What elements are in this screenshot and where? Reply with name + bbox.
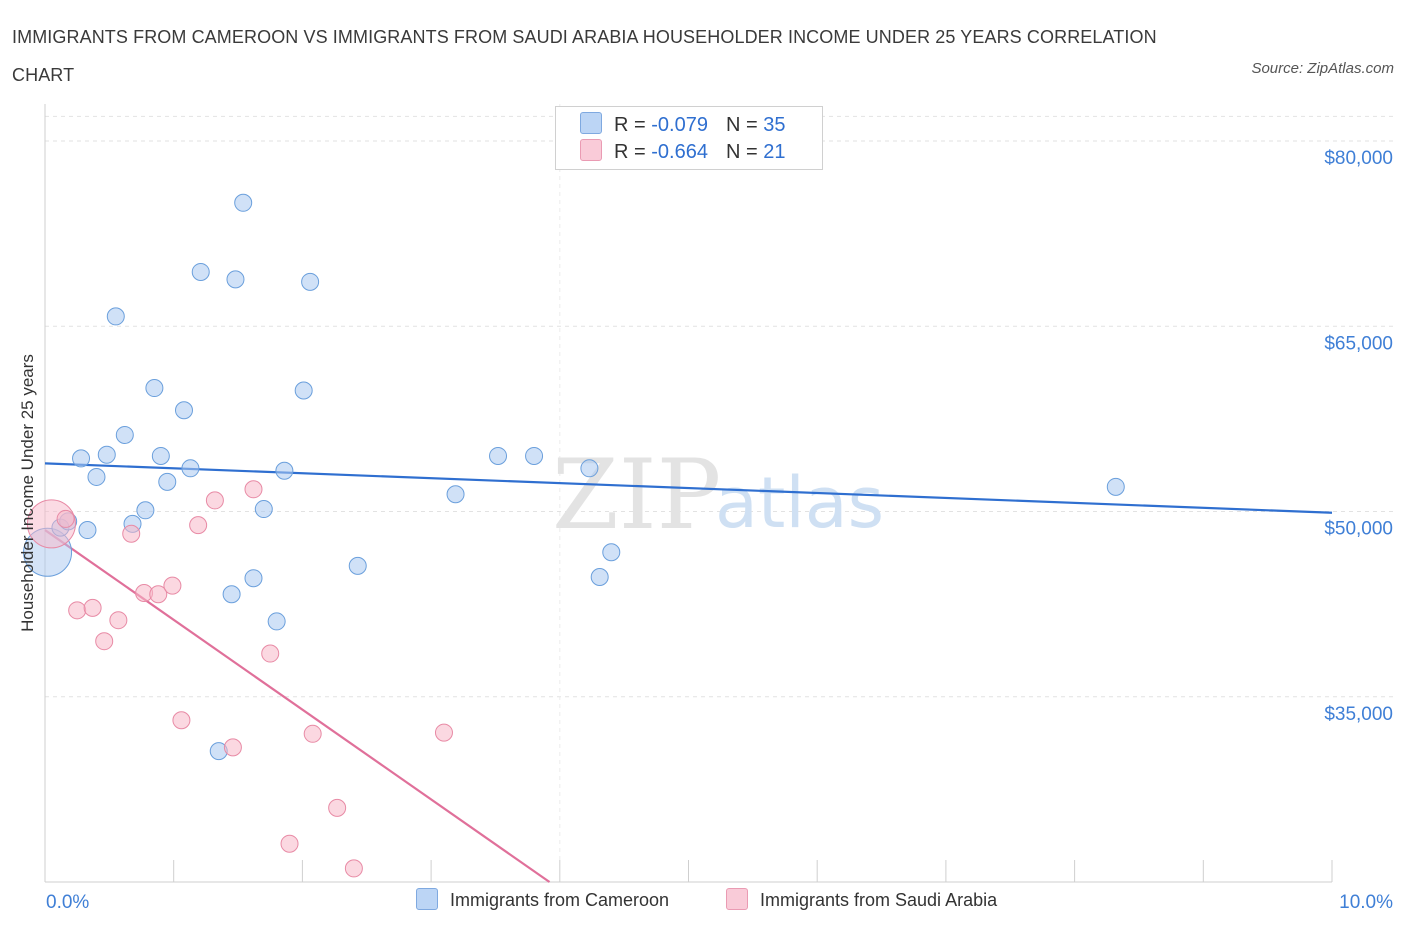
cameroon-point [136,501,155,520]
cameroon-point [301,272,320,291]
watermark: ZIP atlas [552,439,884,551]
cameroon-point [267,612,286,631]
saudi-point [344,859,363,878]
cameroon-point [115,425,134,444]
cameroon-point [525,446,544,465]
legend-row-cameroon: R = -0.079 N = 35 [580,112,785,138]
saudi-swatch [726,888,748,910]
y-tick-label: $50,000 [1324,519,1393,540]
x-tick-labels: 0.0% 10.0% [46,892,1393,913]
cameroon-point [158,472,177,491]
cameroon-point [191,262,210,281]
y-tick-label: $80,000 [1324,148,1393,169]
stats-legend: R = -0.079 N = 35 R = -0.664 N = 21 [555,106,823,170]
cameroon-point [106,307,125,326]
saudi-point [149,585,168,604]
saudi-point [303,724,322,743]
cameroon-point [181,459,200,478]
saudi-trend-line [44,529,551,883]
cameroon-point [72,449,91,468]
cameroon-swatch [580,112,602,134]
source-label: Source: ZipAtlas.com [1251,60,1394,77]
saudi-point [163,576,182,595]
trend-lines [44,462,1333,883]
cameroon-point [1106,477,1125,496]
saudi-point [261,644,280,663]
legend-item-cameroon[interactable]: Immigrants from Cameroon [416,888,669,911]
legend-label-saudi: Immigrants from Saudi Arabia [760,890,998,910]
saudi-swatch [580,139,602,161]
cameroon-point [174,401,193,420]
n-label: N = [725,114,764,136]
cameroon-point [446,485,465,504]
cameroon-point [580,459,599,478]
r-label: R = [614,141,652,163]
saudi-point [56,509,75,528]
cameroon-point [244,569,263,588]
cameroon-point [294,381,313,400]
saudi-point [244,480,263,499]
watermark-zip: ZIP [552,439,721,551]
saudi-point [205,491,224,510]
y-tick-label: $65,000 [1324,333,1393,354]
n-value: 21 [763,141,786,163]
saudi-point [83,598,102,617]
n-value: 35 [763,114,786,136]
data-points [23,193,1125,878]
saudi-point [280,834,299,853]
cameroon-swatch [416,888,438,910]
cameroon-point [151,446,170,465]
n-label: N = [725,141,764,163]
x-axis-ticks [44,860,1333,882]
saudi-point [434,723,453,742]
legend-item-saudi[interactable]: Immigrants from Saudi Arabia [726,888,997,911]
cameroon-point [275,461,294,480]
cameroon-point [87,467,106,486]
cameroon-point [254,500,273,519]
saudi-point [122,524,141,543]
y-tick-label: $35,000 [1324,704,1393,725]
legend-label-cameroon: Immigrants from Cameroon [450,890,670,910]
saudi-point [109,611,128,630]
y-tick-labels: $35,000 $50,000 $65,000 $80,000 [1324,148,1393,725]
r-label: R = [614,114,652,136]
saudi-point [189,516,208,535]
cameroon-trend-line [44,462,1333,514]
cameroon-point [348,556,367,575]
saudi-point [68,601,87,620]
saudi-point [95,632,114,651]
chart-title: IMMIGRANTS FROM CAMEROON VS IMMIGRANTS F… [12,27,1157,85]
legend-row-saudi: R = -0.664 N = 21 [580,139,785,165]
cameroon-point [590,567,609,586]
cameroon-point [222,585,241,604]
r-value: -0.664 [651,141,708,163]
cameroon-point [234,193,253,212]
x-tick-label: 10.0% [1339,892,1393,913]
cameroon-point [226,270,245,289]
x-tick-label: 0.0% [46,892,89,913]
cameroon-point [78,521,97,540]
saudi-point [328,798,347,817]
cameroon-point [489,446,508,465]
cameroon-point [97,445,116,464]
watermark-atlas: atlas [715,462,884,544]
cameroon-point [145,379,164,398]
cameroon-point [602,543,621,562]
saudi-point [223,738,242,757]
y-axis-label: Householder Income Under 25 years [18,354,37,632]
saudi-point [172,711,191,730]
r-value: -0.079 [651,114,708,136]
